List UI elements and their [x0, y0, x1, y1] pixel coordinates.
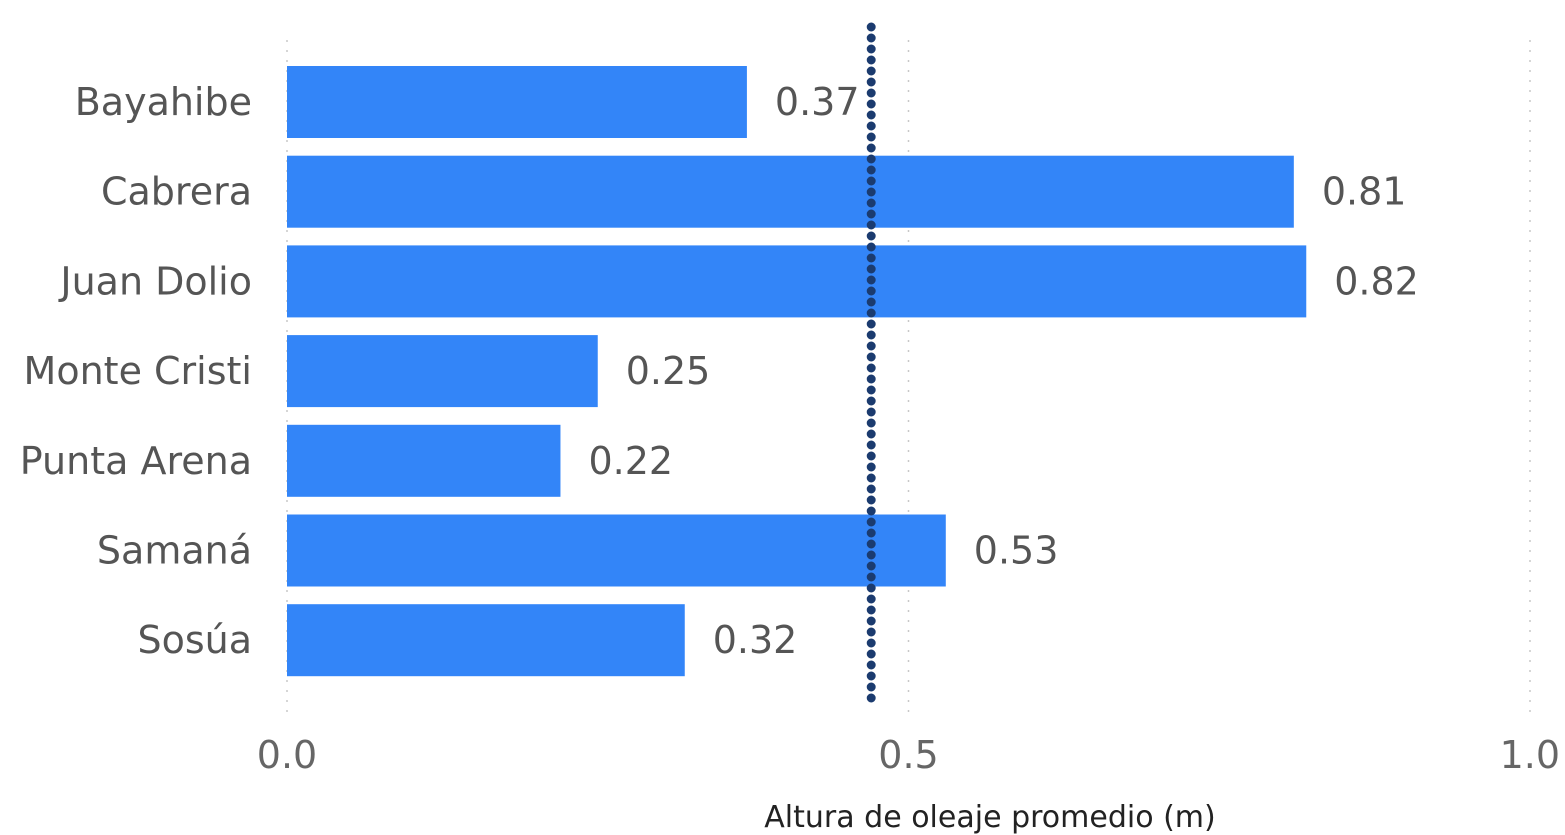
bar-1 [287, 155, 1294, 228]
category-label-5: Samaná [97, 529, 252, 573]
data-labels: 0.37 0.81 0.82 0.25 0.22 0.53 0.32 [588, 80, 1418, 662]
category-label-1: Cabrera [101, 170, 252, 214]
category-label-2: Juan Dolio [58, 259, 252, 303]
bar-5 [287, 514, 946, 587]
data-label-6: 0.32 [713, 618, 798, 662]
bar-6 [287, 604, 685, 677]
bar-4 [287, 424, 561, 497]
category-label-6: Sosúa [137, 618, 252, 662]
data-label-3: 0.25 [626, 349, 711, 393]
bar-3 [287, 335, 598, 408]
bars [287, 66, 1307, 677]
data-label-5: 0.53 [974, 529, 1059, 573]
x-tick-label-2: 1.0 [1500, 733, 1560, 777]
data-label-4: 0.22 [588, 439, 673, 483]
category-labels: Bayahibe Cabrera Juan Dolio Monte Cristi Pun… [20, 80, 252, 662]
data-label-2: 0.82 [1334, 259, 1419, 303]
bar-2 [287, 245, 1307, 318]
x-tick-label-0: 0.0 [257, 733, 317, 777]
category-label-3: Monte Cristi [24, 349, 252, 393]
bar-0 [287, 66, 747, 138]
category-label-4: Punta Arena [20, 439, 252, 483]
data-label-1: 0.81 [1322, 170, 1407, 214]
x-tick-label-1: 0.5 [878, 733, 938, 777]
grid-lines [286, 40, 1531, 712]
x-axis-title: Altura de oleaje promedio (m) [764, 800, 1215, 835]
x-tick-labels: 0.0 0.5 1.0 [257, 733, 1560, 777]
category-label-0: Bayahibe [75, 80, 252, 124]
data-label-0: 0.37 [775, 80, 860, 124]
